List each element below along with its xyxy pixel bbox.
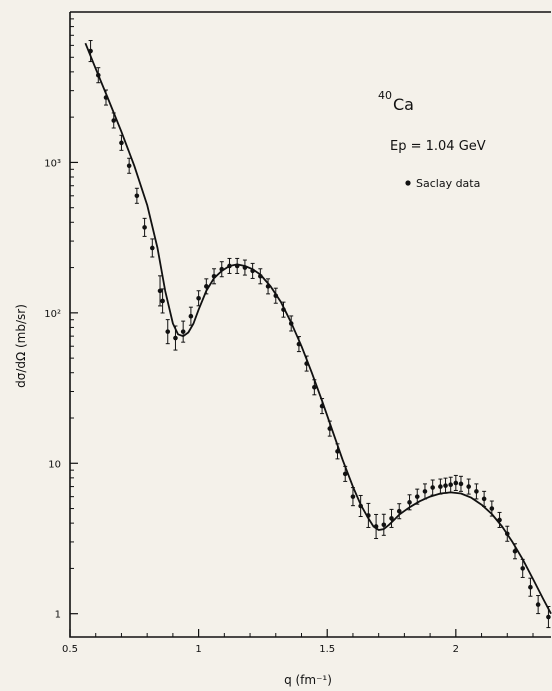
data-point	[273, 293, 279, 299]
data-point	[512, 548, 518, 554]
data-point	[227, 263, 232, 269]
data-point	[438, 484, 443, 489]
y-axis-ticks: 1 10 10² 10³	[44, 18, 78, 621]
data-point	[466, 484, 471, 489]
data-point	[103, 95, 109, 100]
legend-label: Saclay data	[416, 177, 480, 190]
x-axis-label: q (fm⁻¹)	[284, 673, 332, 687]
data-point	[453, 480, 459, 486]
data-point	[342, 471, 348, 477]
data-point	[258, 273, 263, 279]
nucleus-symbol: Ca	[393, 95, 414, 114]
data-point	[443, 483, 448, 488]
theory-curve	[84, 42, 552, 615]
data-point	[296, 341, 302, 347]
y-tick-label: 10²	[44, 309, 61, 320]
theory-curve-layer	[84, 42, 552, 615]
x-tick-label: 1.5	[319, 644, 335, 655]
data-point	[504, 531, 510, 537]
data-point	[414, 494, 420, 499]
data-point	[134, 193, 140, 199]
legend-marker	[405, 180, 411, 186]
x-axis-ticks: 0.5 1 1.5 2	[62, 629, 534, 655]
data-point	[204, 284, 209, 289]
data-point	[407, 500, 412, 505]
y-tick-label: 10³	[44, 158, 61, 169]
data-point	[88, 48, 93, 54]
x-tick-label: 0.5	[62, 644, 78, 655]
data-point	[381, 522, 387, 528]
data-point	[173, 335, 178, 341]
data-point	[288, 321, 294, 326]
x-tick-label: 2	[453, 644, 459, 655]
data-point	[389, 516, 394, 521]
data-point	[157, 288, 163, 294]
nucleus-mass-number: 40	[378, 89, 392, 102]
y-tick-label: 10	[48, 459, 61, 470]
data-point	[211, 273, 217, 279]
data-point	[160, 298, 165, 304]
data-point	[358, 503, 363, 509]
data-point	[219, 266, 225, 272]
data-point	[373, 524, 379, 529]
data-point	[165, 329, 171, 334]
data-point	[234, 263, 240, 269]
data-point	[481, 496, 487, 502]
y-axis-label: dσ/dΩ (mb/sr)	[14, 304, 28, 388]
data-point	[119, 140, 124, 146]
data-point	[188, 313, 194, 319]
data-point	[281, 307, 286, 312]
data-point	[180, 329, 186, 334]
data-point	[520, 566, 526, 571]
data-point	[111, 118, 117, 123]
data-point	[489, 506, 495, 511]
data-point	[546, 614, 551, 620]
data-point	[430, 485, 435, 490]
data-point	[126, 163, 132, 169]
data-point	[474, 489, 479, 494]
beam-energy-label: Ep = 1.04 GeV	[390, 139, 486, 154]
data-point	[265, 284, 271, 289]
data-point	[142, 225, 147, 230]
data-point	[196, 295, 201, 301]
data-points-layer	[88, 40, 551, 629]
data-point	[327, 426, 333, 431]
nucleus-annotation: 40 Ca	[378, 89, 414, 114]
data-point	[250, 268, 255, 274]
data-point	[422, 489, 428, 494]
data-point	[242, 265, 248, 270]
data-point	[366, 513, 371, 518]
y-tick-label: 1	[55, 610, 61, 621]
data-point	[350, 494, 356, 499]
data-point	[304, 361, 309, 366]
data-point	[335, 449, 340, 454]
data-point	[448, 482, 453, 488]
data-point	[497, 517, 502, 523]
data-point	[535, 602, 541, 607]
data-point	[95, 72, 101, 78]
data-point	[458, 481, 464, 487]
data-point	[528, 584, 533, 590]
data-point	[319, 403, 325, 409]
data-point	[150, 245, 155, 251]
data-point	[396, 508, 402, 514]
x-tick-label: 1	[195, 644, 201, 655]
data-point	[312, 384, 317, 390]
